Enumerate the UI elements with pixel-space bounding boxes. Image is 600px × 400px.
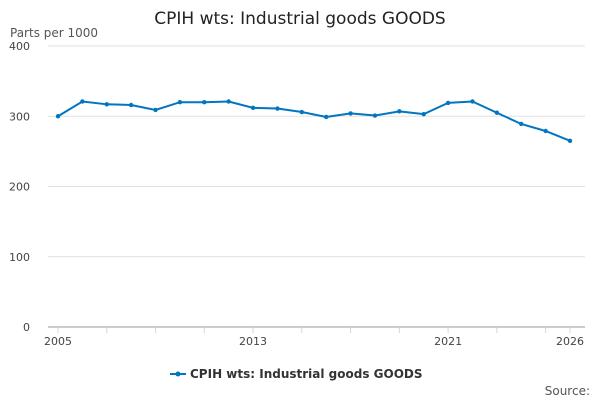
data-point[interactable]: [323, 114, 329, 120]
legend-label: CPIH wts: Industrial goods GOODS: [190, 367, 423, 381]
data-point[interactable]: [104, 102, 109, 107]
data-point[interactable]: [80, 99, 85, 104]
x-tick-label: 2005: [44, 335, 72, 348]
data-point[interactable]: [494, 110, 500, 115]
x-tick-label: 2013: [239, 335, 267, 348]
x-tick-label: 2026: [556, 335, 584, 348]
data-point[interactable]: [567, 138, 573, 144]
data-point[interactable]: [202, 100, 207, 105]
data-point[interactable]: [470, 99, 475, 104]
data-point[interactable]: [299, 109, 305, 115]
x-tick-label: 2021: [434, 335, 462, 348]
data-point[interactable]: [348, 111, 353, 116]
y-axis-label: Parts per 1000: [10, 26, 98, 40]
y-tick-label: 300: [9, 110, 30, 123]
y-tick-label: 0: [23, 321, 30, 334]
y-tick-label: 200: [9, 181, 30, 194]
data-point[interactable]: [372, 113, 378, 118]
data-point[interactable]: [153, 107, 158, 113]
data-point[interactable]: [177, 100, 183, 105]
data-point[interactable]: [226, 99, 231, 104]
data-point[interactable]: [128, 102, 134, 108]
y-tick-label: 100: [9, 251, 30, 264]
chart-title: CPIH wts: Industrial goods GOODS: [154, 9, 445, 29]
y-tick-label: 400: [9, 40, 30, 53]
data-point[interactable]: [519, 121, 524, 127]
data-point[interactable]: [397, 109, 402, 114]
legend[interactable]: CPIH wts: Industrial goods GOODS: [170, 367, 423, 381]
legend-point-marker: [175, 371, 181, 377]
data-point[interactable]: [421, 111, 426, 117]
data-point[interactable]: [275, 106, 280, 111]
source-label: Source:: [545, 384, 590, 398]
data-point[interactable]: [250, 105, 256, 111]
series-line: [57, 100, 571, 142]
data-point[interactable]: [445, 100, 451, 106]
data-point[interactable]: [543, 128, 548, 134]
data-point[interactable]: [55, 114, 61, 119]
